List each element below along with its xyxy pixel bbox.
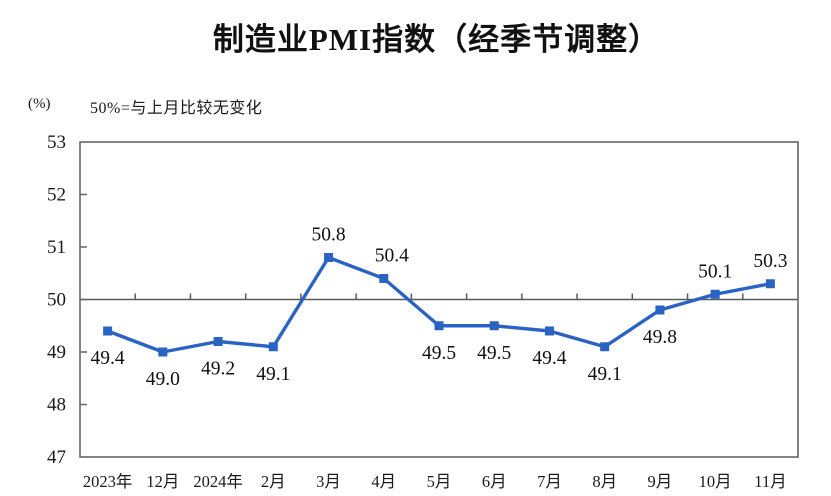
y-axis-label: 52 [47, 185, 66, 206]
data-point-marker [544, 326, 554, 336]
data-point-marker [268, 342, 278, 352]
x-axis-label: 2月 [261, 472, 286, 491]
y-axis-label: 50 [47, 290, 66, 311]
y-axis-label: 48 [47, 395, 66, 416]
x-axis-label: 6月 [482, 472, 507, 491]
data-point-marker [324, 253, 334, 262]
chart-subtitle-row: (%) 50%=与上月比较无变化 [0, 94, 831, 117]
x-axis-label: 2024年 [193, 472, 243, 491]
data-point-label: 49.4 [91, 348, 125, 369]
y-axis-label: 49 [47, 342, 66, 363]
x-axis-label: 2023年 [83, 472, 133, 491]
data-point-label: 49.8 [643, 327, 677, 348]
y-axis-unit-label: (%) [28, 96, 51, 112]
x-axis-label: 12月 [146, 472, 179, 491]
data-point-label: 50.1 [698, 261, 732, 282]
data-point-marker [379, 274, 389, 283]
data-point-label: 50.4 [375, 246, 409, 267]
data-point-marker [434, 321, 444, 331]
data-point-marker [489, 321, 499, 331]
data-point-label: 49.1 [256, 364, 290, 385]
data-point-label: 50.8 [311, 225, 345, 246]
data-point-label: 49.4 [532, 348, 566, 369]
x-axis-label: 3月 [316, 472, 341, 491]
data-point-marker [600, 342, 610, 352]
data-point-label: 49.1 [588, 364, 622, 385]
data-point-label: 49.5 [422, 343, 456, 364]
data-point-marker [213, 337, 223, 346]
x-axis-label: 9月 [648, 472, 673, 491]
data-point-marker [103, 326, 113, 336]
reference-note: 50%=与上月比较无变化 [90, 100, 263, 117]
data-point-label: 49.2 [201, 359, 235, 380]
data-point-label: 49.5 [477, 343, 511, 364]
x-axis-label: 4月 [371, 472, 396, 491]
data-point-label: 49.0 [146, 369, 180, 390]
data-point-marker [158, 347, 168, 357]
x-axis-label: 7月 [537, 472, 562, 491]
x-axis-label: 10月 [699, 472, 732, 491]
y-axis-label: 47 [47, 447, 66, 468]
data-point-marker [655, 305, 665, 315]
y-axis-label: 53 [47, 132, 66, 153]
x-axis-label: 8月 [592, 472, 617, 491]
x-axis-label: 11月 [754, 472, 786, 491]
data-point-marker [765, 279, 775, 289]
y-axis-label: 51 [47, 237, 66, 258]
data-point-label: 50.3 [753, 251, 787, 272]
data-point-marker [710, 289, 720, 299]
chart-title: 制造业PMI指数（经季节调整） [212, 22, 661, 57]
x-axis-label: 5月 [427, 472, 452, 491]
